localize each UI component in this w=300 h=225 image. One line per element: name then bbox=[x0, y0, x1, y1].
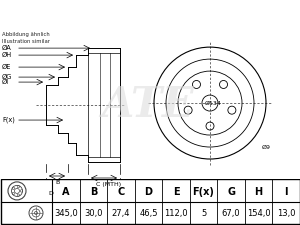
Text: Abbildung ähnlich: Abbildung ähnlich bbox=[2, 32, 50, 37]
Text: 13,0: 13,0 bbox=[277, 209, 296, 218]
Text: D: D bbox=[49, 191, 53, 196]
Text: F(x): F(x) bbox=[2, 117, 15, 123]
Text: Ø9: Ø9 bbox=[262, 144, 271, 150]
Text: ØI: ØI bbox=[2, 79, 9, 85]
Text: E: E bbox=[173, 187, 179, 197]
Text: ØA: ØA bbox=[2, 45, 12, 51]
Text: 46,5: 46,5 bbox=[139, 209, 158, 218]
Text: Ø134: Ø134 bbox=[205, 101, 221, 106]
Text: D: D bbox=[144, 187, 152, 197]
Text: 27,4: 27,4 bbox=[112, 209, 130, 218]
Text: B: B bbox=[90, 187, 97, 197]
Text: 5: 5 bbox=[201, 209, 206, 218]
Text: 430171: 430171 bbox=[199, 7, 257, 21]
Text: 30,0: 30,0 bbox=[84, 209, 103, 218]
Text: ØE: ØE bbox=[2, 64, 11, 70]
Text: C (MTH): C (MTH) bbox=[96, 182, 122, 187]
Text: H: H bbox=[255, 187, 263, 197]
Text: A: A bbox=[62, 187, 70, 197]
Text: 67,0: 67,0 bbox=[222, 209, 240, 218]
Text: 24.0130-0171.1: 24.0130-0171.1 bbox=[58, 7, 182, 21]
Text: F(x): F(x) bbox=[193, 187, 214, 197]
Text: ATE: ATE bbox=[102, 84, 194, 126]
Text: ØG: ØG bbox=[2, 74, 12, 80]
Text: 112,0: 112,0 bbox=[164, 209, 188, 218]
Text: G: G bbox=[227, 187, 235, 197]
Text: C: C bbox=[117, 187, 124, 197]
Text: B: B bbox=[55, 180, 59, 185]
Text: 345,0: 345,0 bbox=[54, 209, 78, 218]
Text: Illustration similar: Illustration similar bbox=[2, 39, 50, 44]
Text: ØH: ØH bbox=[2, 52, 12, 58]
Text: 154,0: 154,0 bbox=[247, 209, 271, 218]
Text: I: I bbox=[284, 187, 288, 197]
